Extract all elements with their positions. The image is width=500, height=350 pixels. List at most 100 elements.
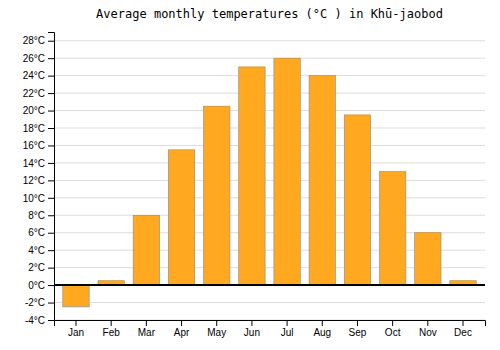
y-tick: 6°C [28,227,54,238]
grid-line [54,162,485,163]
y-axis: -4°C -2°C 0°C 2°C 4°C 6°C 8°C 10°C 12°C 14°C 16°C 1… [23,33,55,326]
x-tick-label: Jan [68,327,84,338]
y-tick-mark [48,111,54,112]
y-tick-mark [48,128,54,129]
y-tick-label: 24°C [23,70,45,81]
x-tick: Jul [281,320,294,338]
y-tick: 12°C [23,175,54,186]
y-tick-label: 6°C [28,227,45,238]
x-tick-label: Nov [419,327,437,338]
y-tick-mark [48,145,54,146]
y-tick-label: 10°C [23,193,45,204]
y-tick-mark [48,163,54,164]
y-tick: 4°C [28,245,54,256]
x-tick: Oct [385,320,401,338]
plot-area [54,58,485,307]
x-tick-label: Apr [174,327,190,338]
x-tick: May [207,320,226,338]
x-tick-mark [287,320,288,326]
grid [54,41,485,320]
grid-line [54,145,485,146]
y-tick: 22°C [23,88,54,99]
grid-line [54,110,485,111]
y-tick-label: 14°C [23,158,45,169]
y-tick: 24°C [23,70,54,81]
y-tick-mark [48,58,54,59]
y-tick-mark [48,41,54,42]
x-tick: Mar [138,320,156,338]
grid-line [54,285,485,286]
x-tick-label: Jun [244,327,260,338]
x-tick-mark [463,320,464,326]
title: Average monthly temperatures (°C ) in Kh… [96,7,443,21]
grid-line [54,215,485,216]
y-tick-label: 22°C [23,88,45,99]
bar [309,76,335,285]
y-tick: 2°C [28,262,54,273]
y-tick-label: 2°C [28,262,45,273]
bar [274,58,300,285]
x-tick-mark [146,320,147,326]
x-tick-mark [251,320,252,326]
x-tick-label: Oct [385,327,401,338]
y-tick-mark [48,93,54,94]
y-tick: 26°C [23,53,54,64]
y-tick-mark [48,250,54,251]
grid-line [54,40,485,41]
x-tick-mark [427,320,428,326]
bar [133,215,159,285]
x-tick: Feb [103,320,121,338]
y-tick-label: 20°C [23,105,45,116]
x-tick-label: Jul [281,327,294,338]
y-tick: 18°C [23,123,54,134]
x-tick-mark [392,320,393,326]
x-tick-label: Feb [103,327,121,338]
y-tick-label: 12°C [23,175,45,186]
bar [344,115,370,285]
grid-line [54,180,485,181]
y-tick-mark [48,233,54,234]
y-tick-label: 4°C [28,245,45,256]
bar [415,233,441,285]
grid-line [54,75,485,76]
y-tick-label: 26°C [23,53,45,64]
y-tick: -2°C [25,297,54,308]
x-tick-label: Aug [313,327,331,338]
x-tick-label: Mar [138,327,156,338]
y-tick-label: 8°C [28,210,45,221]
y-tick: -4°C [25,315,54,326]
y-tick-mark [48,303,54,304]
x-tick-label: May [207,327,226,338]
y-tick: 28°C [23,35,54,46]
x-tick: Aug [313,320,331,338]
x-tick-mark [75,320,76,326]
grid-line [54,93,485,94]
x-tick-mark [216,320,217,326]
x-tick: Nov [419,320,437,338]
x-tick-label: Dec [454,327,472,338]
x-tick: Jun [244,320,260,338]
bar [379,172,405,285]
x-tick: Sep [349,320,367,338]
x-tick-mark [181,320,182,326]
grid-line [54,302,485,303]
chart: -4°C -2°C 0°C 2°C 4°C 6°C 8°C 10°C 12°C 14°C 16°C 1… [0,0,500,350]
y-tick-mark [48,285,54,286]
y-tick-label: 16°C [23,140,45,151]
y-axis-line [48,33,55,321]
x-tick: Apr [174,320,190,338]
x-tick-label: Sep [349,327,367,338]
x-tick-mark [322,320,323,326]
y-tick: 8°C [28,210,54,221]
y-tick-mark [48,180,54,181]
grid-line [54,197,485,198]
bar [63,285,89,307]
x-axis-line [55,321,486,327]
y-tick: 14°C [23,158,54,169]
y-tick-label: 0°C [28,280,45,291]
y-tick: 16°C [23,140,54,151]
y-tick-label: -4°C [25,315,45,326]
y-tick-mark [48,320,54,321]
y-tick-label: 28°C [23,35,45,46]
y-tick-mark [48,268,54,269]
